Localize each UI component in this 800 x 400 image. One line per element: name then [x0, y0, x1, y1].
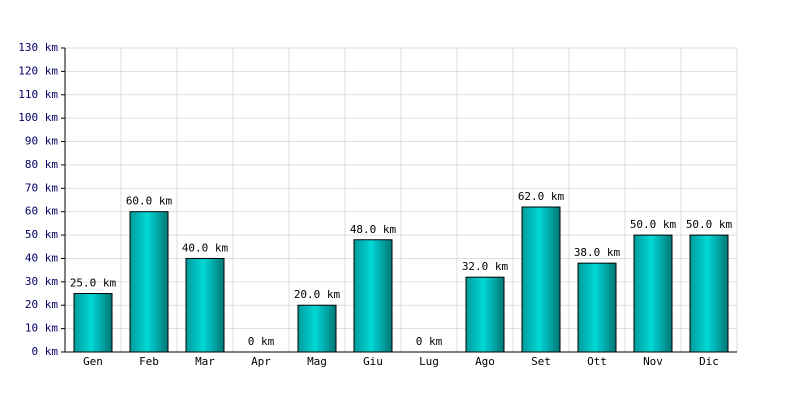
bar — [297, 304, 337, 353]
x-tick-label: Feb — [139, 355, 159, 368]
value-label: 38.0 km — [574, 246, 621, 259]
y-tick-label: 50 km — [25, 228, 58, 241]
value-label: 25.0 km — [70, 277, 117, 290]
value-label: 32.0 km — [462, 260, 509, 273]
x-tick-label: Lug — [419, 355, 439, 368]
bar — [633, 234, 673, 353]
x-tick-label: Apr — [251, 355, 271, 368]
y-tick-label: 0 km — [32, 345, 59, 358]
y-tick-label: 70 km — [25, 181, 58, 194]
y-tick-label: 10 km — [25, 322, 58, 335]
y-tick-label: 20 km — [25, 298, 58, 311]
y-tick-label: 130 km — [18, 41, 58, 54]
y-tick-label: 120 km — [18, 64, 58, 77]
x-tick-label: Dic — [699, 355, 719, 368]
x-tick-label: Set — [531, 355, 551, 368]
y-tick-label: 30 km — [25, 275, 58, 288]
value-label: 60.0 km — [126, 195, 173, 208]
value-label: 50.0 km — [686, 218, 733, 231]
bar — [73, 293, 113, 353]
value-label: 48.0 km — [350, 223, 397, 236]
y-tick-label: 40 km — [25, 251, 58, 264]
value-label: 62.0 km — [518, 190, 565, 203]
value-label: 40.0 km — [182, 241, 229, 254]
value-label: 0 km — [416, 335, 443, 348]
y-tick-label: 80 km — [25, 158, 58, 171]
value-label: 0 km — [248, 335, 275, 348]
bar — [465, 276, 505, 353]
x-tick-label: Giu — [363, 355, 383, 368]
y-tick-label: 90 km — [25, 135, 58, 148]
x-tick-label: Ago — [475, 355, 495, 368]
x-tick-label: Mag — [307, 355, 327, 368]
value-label: 50.0 km — [630, 218, 677, 231]
bar — [689, 234, 729, 353]
x-tick-label: Mar — [195, 355, 215, 368]
x-tick-label: Ott — [587, 355, 607, 368]
value-label: 20.0 km — [294, 288, 341, 301]
bar — [185, 257, 225, 353]
bar — [353, 239, 393, 353]
bar — [577, 262, 617, 353]
y-tick-label: 110 km — [18, 88, 58, 101]
x-tick-label: Nov — [643, 355, 663, 368]
bar — [521, 206, 561, 353]
bar — [129, 211, 169, 353]
y-tick-label: 60 km — [25, 205, 58, 218]
x-tick-label: Gen — [83, 355, 103, 368]
y-tick-label: 100 km — [18, 111, 58, 124]
